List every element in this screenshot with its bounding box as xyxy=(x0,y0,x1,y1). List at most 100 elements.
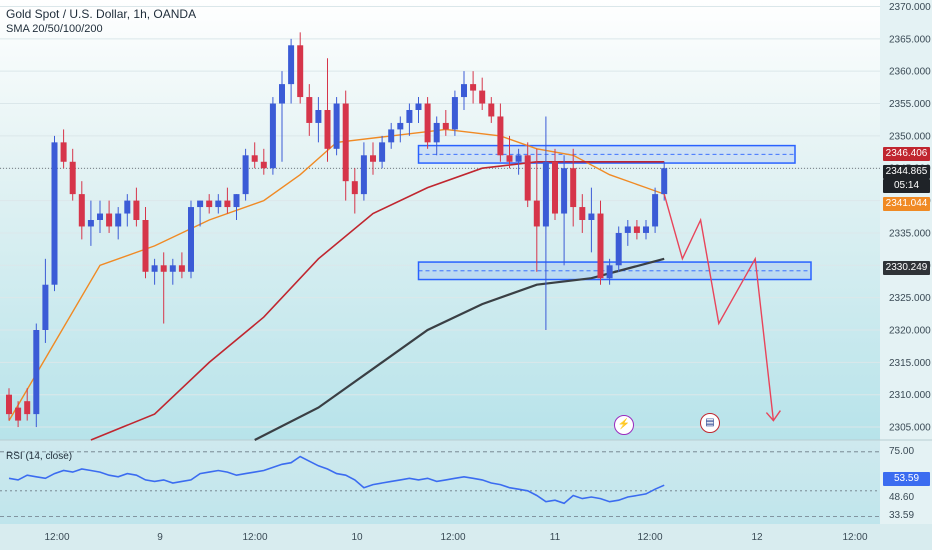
x-tick-label: 11 xyxy=(550,532,561,543)
candle-body xyxy=(97,214,103,220)
candle-body xyxy=(416,104,422,110)
candle-body xyxy=(343,104,349,182)
us-flag-event-icon[interactable]: ▤ xyxy=(700,413,720,433)
candle-body xyxy=(579,207,585,220)
candle-body xyxy=(661,168,667,194)
rsi-current-tag: 53.59 xyxy=(883,472,930,486)
y-tick-label: 2315.000 xyxy=(889,358,931,369)
candle-body xyxy=(379,142,385,161)
rsi-pane-bg xyxy=(0,440,880,524)
candle-body xyxy=(170,265,176,271)
x-tick-label: 12:00 xyxy=(242,532,267,543)
y-tick-label: 2310.000 xyxy=(889,390,931,401)
y-tick-label: 2355.000 xyxy=(889,99,931,110)
candle-body xyxy=(234,194,240,207)
y-tick-label: 2325.000 xyxy=(889,293,931,304)
candle-body xyxy=(598,214,604,279)
chart-title: Gold Spot / U.S. Dollar, 1h, OANDA xyxy=(6,7,196,21)
x-tick-label: 12:00 xyxy=(842,532,867,543)
x-tick-label: 12:00 xyxy=(440,532,465,543)
resistance-price-tag: 2346.406 xyxy=(883,147,930,161)
y-tick-label: 2370.000 xyxy=(889,2,931,13)
countdown-tag: 05:14 xyxy=(883,179,930,193)
candle-body xyxy=(388,129,394,142)
candle-body xyxy=(643,226,649,232)
candle-body xyxy=(315,110,321,123)
candle-body xyxy=(179,265,185,271)
last-price-tag: 2344.865 xyxy=(883,165,930,179)
candle-body xyxy=(470,84,476,90)
candle-body xyxy=(288,45,294,84)
support-price-tag: 2330.249 xyxy=(883,261,930,275)
candle-body xyxy=(525,155,531,200)
candle-body xyxy=(70,162,76,194)
candle-body xyxy=(534,201,540,227)
y-tick-label: 2305.000 xyxy=(889,423,931,434)
candle-body xyxy=(42,285,48,330)
candle-body xyxy=(106,214,112,227)
dividend-event-icon[interactable]: ⚡ xyxy=(614,415,634,435)
candle-body xyxy=(143,220,149,272)
indicator-label: SMA 20/50/100/200 xyxy=(6,23,103,35)
candle-body xyxy=(406,110,412,123)
y-tick-label: 2360.000 xyxy=(889,67,931,78)
y-tick-label: 2335.000 xyxy=(889,228,931,239)
y-tick-label: 2365.000 xyxy=(889,34,931,45)
candle-body xyxy=(461,84,467,97)
candle-body xyxy=(279,84,285,103)
candle-body xyxy=(261,162,267,168)
candle-body xyxy=(79,194,85,226)
candle-body xyxy=(152,265,158,271)
candle-body xyxy=(443,123,449,129)
candle-body xyxy=(616,233,622,265)
main-pane-bg xyxy=(0,0,880,440)
candle-body xyxy=(552,162,558,214)
candle-body xyxy=(215,201,221,207)
candle-body xyxy=(516,155,522,161)
candle-body xyxy=(52,142,58,284)
candle-body xyxy=(507,155,513,161)
rsi-level-75: 75.00 xyxy=(889,446,914,457)
sma20-price-tag: 2341.044 xyxy=(883,197,930,211)
candle-body xyxy=(197,201,203,207)
candle-body xyxy=(206,201,212,207)
candle-body xyxy=(243,155,249,194)
x-tick-label: 12:00 xyxy=(637,532,662,543)
rsi-title: RSI (14, close) xyxy=(6,451,72,462)
candle-body xyxy=(334,104,340,149)
candle-body xyxy=(6,395,12,414)
candle-body xyxy=(588,214,594,220)
candle-body xyxy=(425,104,431,143)
candle-body xyxy=(252,155,258,161)
rsi-level-48: 48.60 xyxy=(889,492,914,503)
time-axis-bg xyxy=(0,524,932,550)
candle-body xyxy=(88,220,94,226)
x-tick-label: 12:00 xyxy=(44,532,69,543)
candle-body xyxy=(361,155,367,194)
candle-body xyxy=(124,201,130,214)
candle-body xyxy=(497,116,503,155)
x-tick-label: 9 xyxy=(157,532,163,543)
candle-body xyxy=(625,226,631,232)
candle-body xyxy=(561,168,567,213)
candle-body xyxy=(270,104,276,169)
candle-body xyxy=(607,265,613,278)
candle-body xyxy=(224,201,230,207)
candle-body xyxy=(115,214,121,227)
candle-body xyxy=(306,97,312,123)
y-tick-label: 2350.000 xyxy=(889,131,931,142)
candle-body xyxy=(397,123,403,129)
candle-body xyxy=(325,110,331,149)
x-tick-label: 10 xyxy=(351,532,363,543)
candle-body xyxy=(161,265,167,271)
candle-body xyxy=(434,123,440,142)
candle-body xyxy=(634,226,640,232)
candle-body xyxy=(452,97,458,129)
candle-body xyxy=(479,91,485,104)
rsi-level-33: 33.59 xyxy=(889,510,914,521)
candle-body xyxy=(352,181,358,194)
candle-body xyxy=(570,168,576,207)
x-tick-label: 12 xyxy=(751,532,763,543)
